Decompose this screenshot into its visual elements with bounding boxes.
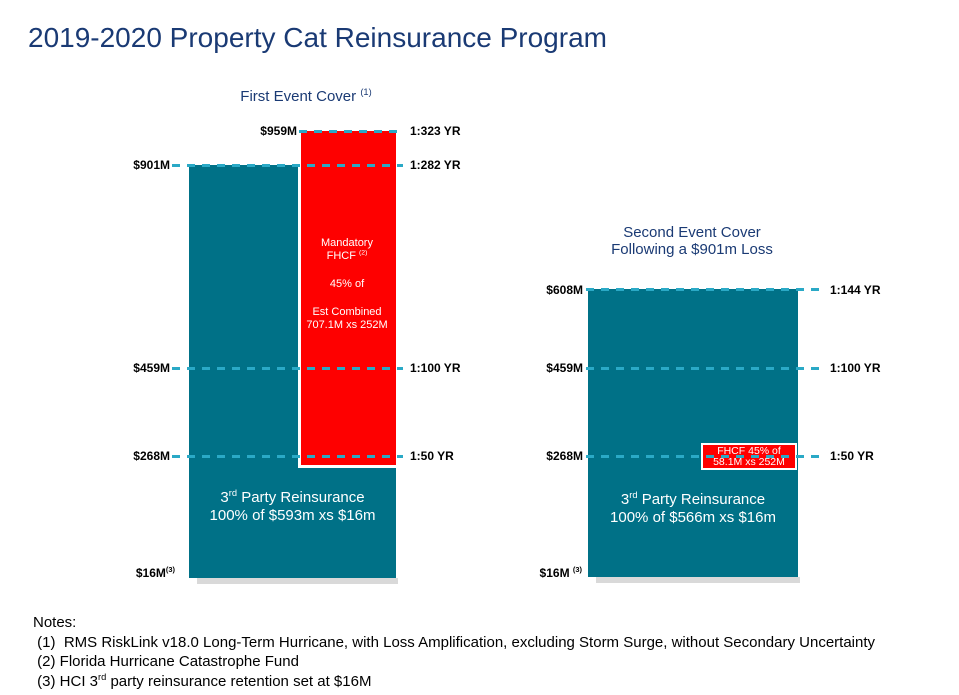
notes-heading: Notes: <box>33 614 77 631</box>
page-title: 2019-2020 Property Cat Reinsurance Progr… <box>28 22 607 53</box>
chart1-third-party-line2: 100% of $593m xs $16m <box>209 507 376 524</box>
chart2-dash-459 <box>586 367 822 370</box>
chart2-loss-268: $268M <box>546 449 583 463</box>
chart1-third-party-line1: 3rd Party Reinsurance <box>220 488 365 506</box>
spacer <box>298 263 396 278</box>
chart1-fhcf-line2: FHCF (2) <box>326 249 368 262</box>
chart1-dash-901 <box>172 164 403 167</box>
chart1-period-901: 1:282 YR <box>410 158 461 172</box>
note-2: (2) Florida Hurricane Catastrophe Fund <box>33 653 299 670</box>
chart1-dash-959 <box>299 130 403 133</box>
chart2-third-party-line1: 3rd Party Reinsurance <box>620 490 766 508</box>
chart1-bar-shadow <box>197 578 398 584</box>
chart2-third-party-label: 3rd Party Reinsurance 100% of $566m xs $… <box>588 490 798 527</box>
chart1-title-footnote-marker: (1) <box>360 87 372 97</box>
chart2-third-party-bar <box>588 289 798 577</box>
chart2-period-459: 1:100 YR <box>830 361 881 375</box>
chart2-bar-shadow <box>596 577 800 583</box>
chart1-fhcf-label: Mandatory FHCF (2) 45% of Est Combined 7… <box>298 237 396 332</box>
chart1-loss-459: $459M <box>133 361 170 375</box>
note-3: (3) HCI 3rd party reinsurance retention … <box>33 671 372 690</box>
chart2-dash-268 <box>586 455 822 458</box>
chart1-loss-959: $959M <box>260 124 297 138</box>
chart1-retention-footnote-marker: (3) <box>165 565 175 574</box>
chart1-fhcf-line1: Mandatory <box>321 237 373 249</box>
spacer <box>298 291 396 306</box>
chart1-period-959: 1:323 YR <box>410 124 461 138</box>
chart2-loss-608: $608M <box>546 283 583 297</box>
chart1-title-text: First Event Cover <box>240 88 357 105</box>
chart1-fhcf-line4: Est Combined <box>312 306 382 318</box>
chart1-dash-459 <box>172 367 403 370</box>
chart2-fhcf-line2: 58.1M xs 252M <box>713 455 785 468</box>
chart2-retention-footnote-marker: (3) <box>572 565 582 574</box>
chart2-title-line1: Second Event Cover <box>623 224 761 241</box>
chart1-period-459: 1:100 YR <box>410 361 461 375</box>
chart2-dash-608 <box>586 288 822 291</box>
chart1-title: First Event Cover (1) <box>166 87 446 105</box>
chart1-fhcf-layer <box>298 131 396 468</box>
chart2-title-line2: Following a $901m Loss <box>611 241 773 258</box>
chart2-period-608: 1:144 YR <box>830 283 881 297</box>
chart2-loss-459: $459M <box>546 361 583 375</box>
chart2-third-party-line2: 100% of $566m xs $16m <box>610 509 776 526</box>
chart1-fhcf-line5: 707.1M xs 252M <box>306 319 388 331</box>
chart2-title: Second Event Cover Following a $901m Los… <box>542 224 842 258</box>
chart1-loss-901: $901M <box>133 158 170 172</box>
note-1: (1) RMS RiskLink v18.0 Long-Term Hurrica… <box>33 633 876 651</box>
chart1-dash-268 <box>172 455 403 458</box>
chart1-third-party-label: 3rd Party Reinsurance 100% of $593m xs $… <box>189 488 396 525</box>
chart2-loss-16: $16M (3) <box>539 565 582 580</box>
chart1-fhcf-line3: 45% of <box>329 278 365 290</box>
chart2-period-268: 1:50 YR <box>830 449 874 463</box>
chart2-fhcf-line1: FHCF 45% of <box>717 444 781 457</box>
chart1-loss-268: $268M <box>133 449 170 463</box>
chart1-period-268: 1:50 YR <box>410 449 454 463</box>
chart1-loss-16: $16M(3) <box>135 565 175 580</box>
notes-block: Notes: (1) RMS RiskLink v18.0 Long-Term … <box>33 613 875 691</box>
chart1-fhcf-footnote-marker: (2) <box>359 249 368 257</box>
